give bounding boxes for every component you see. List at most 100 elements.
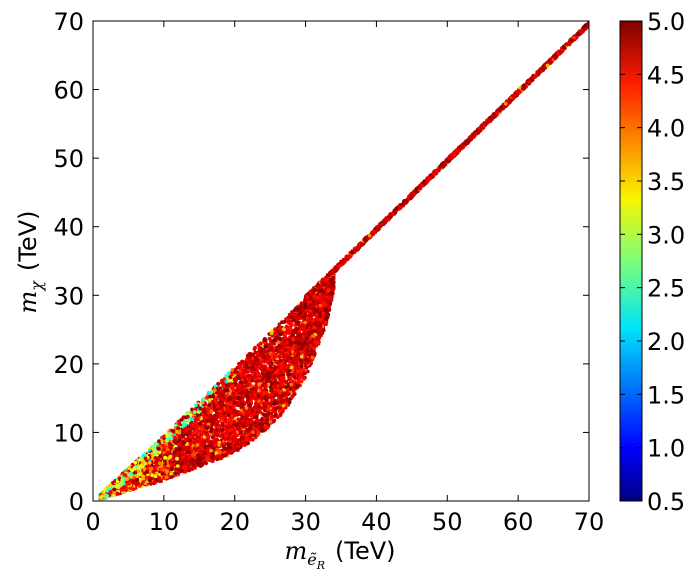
scatter-point	[185, 450, 190, 455]
scatter-point	[263, 383, 268, 388]
scatter-point	[294, 346, 299, 351]
scatter-point	[153, 456, 158, 460]
scatter-point	[209, 439, 214, 444]
scatter-point	[159, 467, 164, 472]
scatter-point	[282, 320, 286, 324]
scatter-point	[274, 360, 278, 364]
scatter-point	[303, 371, 307, 376]
scatter-point	[232, 400, 237, 405]
scatter-point	[328, 301, 333, 306]
scatter-point	[267, 411, 271, 416]
scatter-point	[255, 427, 259, 432]
scatter-point	[269, 397, 274, 402]
scatter-point	[296, 380, 300, 385]
scatter-point	[240, 359, 245, 364]
scatter-point	[226, 371, 231, 376]
scatter-point	[285, 329, 290, 334]
scatter-point	[266, 395, 270, 400]
scatter-point	[131, 480, 135, 484]
scatter-point	[303, 305, 308, 310]
scatter-point	[200, 419, 205, 424]
scatter-point	[234, 388, 239, 392]
scatter-point	[269, 381, 274, 386]
scatter-point	[177, 421, 182, 426]
scatter-point	[262, 419, 267, 423]
scatter-point	[184, 466, 189, 471]
scatter-point	[177, 447, 182, 452]
scatter-point	[305, 369, 310, 374]
scatter-point	[214, 427, 219, 432]
scatter-point	[182, 431, 187, 435]
scatter-point	[313, 307, 317, 311]
scatter-point	[286, 368, 291, 373]
scatter-point	[262, 355, 267, 360]
scatter-point	[214, 400, 219, 405]
scatter-point	[234, 439, 238, 444]
scatter-point	[246, 355, 251, 360]
scatter-point	[202, 441, 207, 446]
scatter-point	[248, 390, 253, 395]
scatter-point	[153, 474, 158, 479]
scatter-point	[215, 457, 220, 462]
scatter-point	[153, 441, 158, 446]
scatter-point	[239, 430, 244, 434]
scatter-point	[250, 395, 254, 399]
scatter-point	[104, 494, 108, 499]
scatter-point	[204, 415, 208, 420]
scatter-point	[245, 414, 250, 419]
scatter-point	[297, 329, 302, 334]
scatter-point	[157, 439, 161, 443]
scatter-point	[281, 341, 285, 346]
scatter-point	[210, 422, 215, 427]
scatter-point	[320, 293, 325, 297]
scatter-point	[263, 413, 268, 418]
scatter-point	[273, 365, 278, 370]
scatter-point	[247, 403, 252, 408]
scatter-point	[301, 327, 306, 332]
scatter-point	[245, 398, 250, 403]
scatter-point	[222, 414, 227, 419]
scatter-point	[279, 350, 284, 355]
scatter-point	[258, 360, 263, 365]
scatter-point	[212, 388, 217, 393]
scatter-point	[135, 481, 140, 486]
scatter-point	[238, 388, 243, 392]
scatter-point	[229, 425, 233, 429]
scatter-point	[240, 402, 245, 406]
scatter-point	[152, 450, 157, 455]
scatter-point	[275, 415, 280, 419]
scatter-point	[286, 372, 291, 377]
scatter-point	[165, 438, 169, 443]
scatter-point	[235, 396, 240, 401]
scatter-point	[310, 355, 315, 360]
scatter-point	[194, 417, 198, 422]
scatter-point	[147, 460, 152, 465]
scatter-point	[276, 371, 280, 375]
scatter-point	[295, 369, 300, 373]
scatter-point	[254, 402, 258, 406]
scatter-point	[176, 467, 180, 472]
scatter-point	[237, 363, 242, 368]
scatter-point	[237, 376, 242, 381]
scatter-point	[198, 406, 203, 411]
scatter-point	[299, 354, 304, 359]
scatter-point	[326, 288, 331, 293]
scatter-point	[287, 400, 292, 405]
scatter-point	[324, 316, 329, 321]
scatter-point	[299, 364, 304, 369]
scatter-point	[291, 346, 296, 351]
scatter-point	[213, 415, 217, 419]
scatter-point	[247, 376, 252, 381]
scatter-point	[268, 342, 273, 347]
scatter-point	[229, 400, 234, 405]
scatter-point	[310, 297, 315, 302]
scatter-point	[210, 435, 215, 440]
scatter-point	[158, 454, 162, 459]
scatter-point	[323, 297, 327, 302]
scatter-point	[259, 395, 264, 400]
scatter-point	[253, 364, 258, 369]
scatter-point	[235, 447, 240, 452]
scatter-point	[272, 338, 277, 342]
